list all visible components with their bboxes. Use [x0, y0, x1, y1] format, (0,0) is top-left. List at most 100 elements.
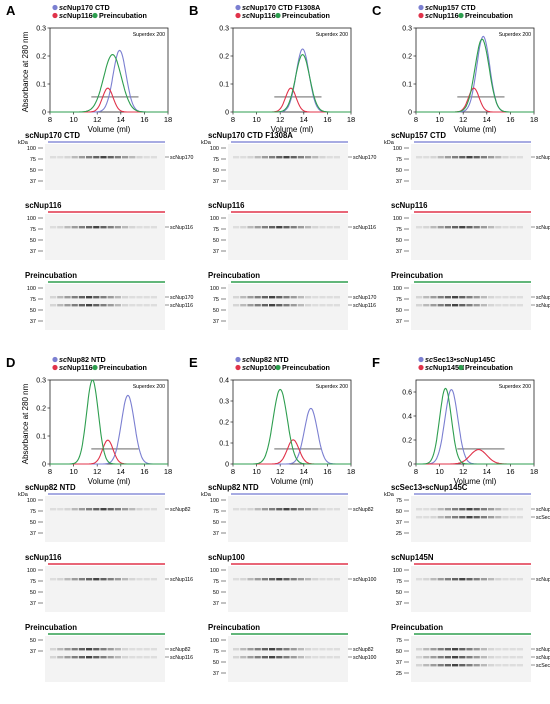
gel-band: [78, 304, 85, 307]
gel-band: [269, 648, 276, 651]
gel-band: [86, 656, 93, 659]
column-label: Superdex 200: [133, 32, 165, 38]
trace-2: [233, 388, 351, 465]
gel-title: scNup82 NTD: [208, 483, 259, 492]
panel-letter: E: [189, 355, 198, 370]
marker-label: 100: [27, 286, 36, 292]
band-label: scNup170: [170, 295, 193, 301]
gel-band: [452, 156, 459, 159]
band-label: scNup116: [536, 303, 550, 309]
legend-marker: [235, 12, 241, 19]
gel-band: [254, 304, 261, 307]
y-tick-label: 0.2: [219, 54, 229, 61]
gel-band: [290, 156, 297, 159]
trace-0: [416, 35, 534, 113]
gel-band: [488, 656, 495, 659]
x-tick-label: 16: [140, 115, 148, 124]
y-tick-label: 0: [225, 110, 229, 117]
gel-band: [444, 156, 451, 159]
legend-marker: [275, 12, 281, 19]
kda-label: kDa: [18, 492, 29, 498]
gel-band: [233, 508, 240, 511]
gel-band: [261, 656, 268, 659]
gel-band: [326, 656, 333, 659]
gel-band: [495, 656, 502, 659]
gel-band: [452, 508, 459, 511]
gel-band: [247, 296, 254, 299]
gel-band: [416, 578, 423, 581]
chromatogram-plot: Superdex 200 8 10 12 14 16 18 0 0.1 0.2 0.3 0.4 Volu…: [219, 378, 355, 487]
gel-2: scNup116 100 75 50 37 scNup116: [208, 201, 376, 260]
x-tick-label: 10: [435, 467, 443, 476]
gel-title: scNup116: [208, 201, 245, 210]
gel-band: [129, 508, 136, 511]
gel-band: [452, 648, 459, 651]
gel-band: [269, 508, 276, 511]
gel-band: [57, 656, 64, 659]
y-tick-label: 0.4: [402, 414, 412, 421]
gel-band: [326, 156, 333, 159]
legend-entry: Preincubation: [465, 363, 513, 372]
gel-band: [276, 226, 283, 229]
gel-band: [480, 516, 487, 519]
y-tick-label: 0.6: [402, 390, 412, 397]
gel-band: [416, 226, 423, 229]
gel-band: [459, 226, 466, 229]
gel-band: [319, 226, 326, 229]
marker-label: 50: [30, 238, 36, 244]
x-tick-label: 18: [530, 467, 538, 476]
gel-band: [86, 296, 93, 299]
gel-band: [150, 648, 157, 651]
gel-3: Preincubation 100 75 50 37 scNup170 scNup116: [208, 271, 376, 330]
gel-band: [64, 156, 71, 159]
gel-band: [444, 508, 451, 511]
gel-band: [459, 296, 466, 299]
gel-band: [502, 578, 509, 581]
trace-1: [50, 87, 168, 113]
gel-band: [261, 156, 268, 159]
y-tick-label: 0.3: [219, 399, 229, 406]
y-tick-label: 0.4: [219, 378, 229, 385]
legend-marker: [458, 364, 464, 371]
gel-band: [480, 508, 487, 511]
marker-label: 37: [213, 249, 219, 255]
gel-band: [297, 156, 304, 159]
gel-band: [122, 226, 129, 229]
gel-band: [459, 304, 466, 307]
gel-band: [290, 648, 297, 651]
marker-label: 75: [213, 157, 219, 163]
gel-band: [122, 578, 129, 581]
marker-label: 75: [30, 157, 36, 163]
x-axis-label: Volume (ml): [88, 477, 131, 486]
gel-band: [326, 578, 333, 581]
gel-band: [136, 656, 143, 659]
gel-band: [240, 226, 247, 229]
gel-band: [143, 508, 150, 511]
gel-band: [502, 508, 509, 511]
gel-band: [283, 578, 290, 581]
panel-letter: A: [6, 3, 16, 18]
gel-band: [86, 508, 93, 511]
gel-band: [93, 508, 100, 511]
marker-label: 100: [27, 498, 36, 504]
gel-band: [437, 304, 444, 307]
gel-band: [233, 656, 240, 659]
gel-band: [466, 156, 473, 159]
gel-band: [290, 656, 297, 659]
gel-band: [502, 296, 509, 299]
y-tick-label: 0.1: [219, 82, 229, 89]
gel-band: [488, 508, 495, 511]
gel-band: [516, 226, 523, 229]
x-tick-label: 16: [506, 467, 514, 476]
marker-label: 50: [396, 590, 402, 596]
x-tick-label: 8: [231, 467, 235, 476]
gel-band: [297, 508, 304, 511]
gel-band: [430, 656, 437, 659]
band-label: scNup116: [170, 577, 193, 583]
x-tick-label: 18: [530, 115, 538, 124]
y-tick-label: 0.3: [36, 378, 46, 385]
x-tick-label: 10: [435, 115, 443, 124]
